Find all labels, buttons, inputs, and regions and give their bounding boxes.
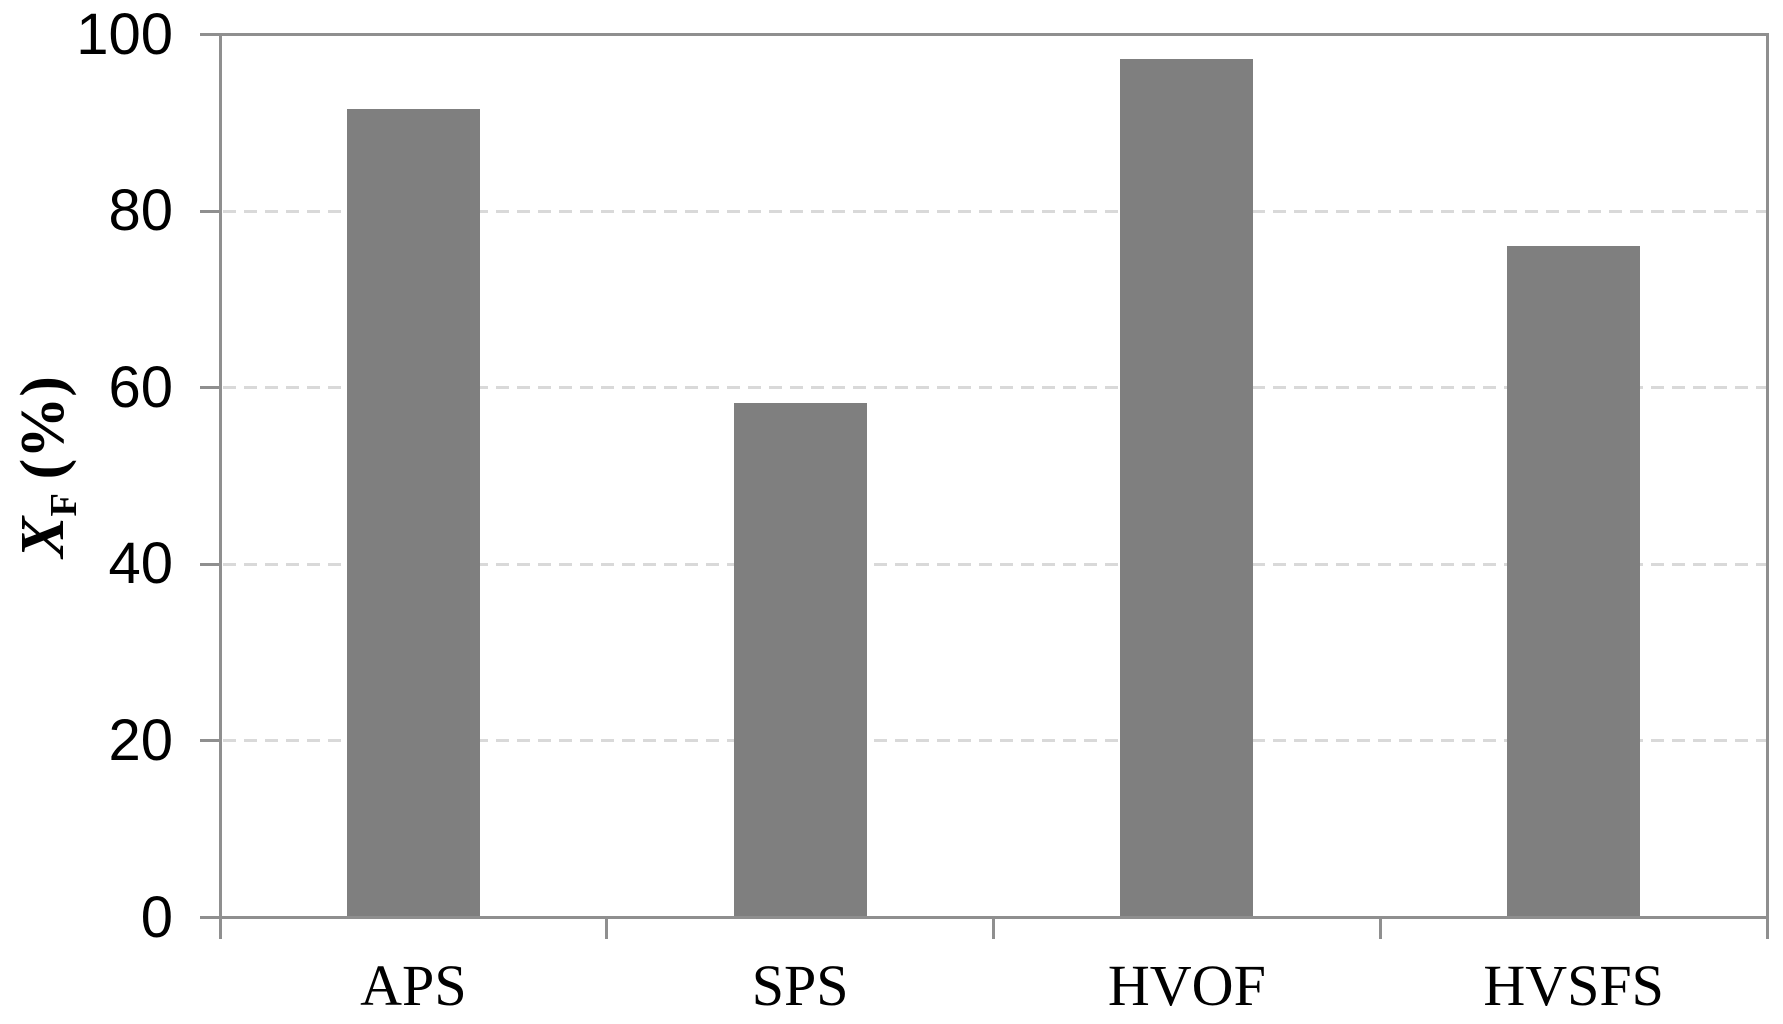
gridline-60 (223, 386, 1767, 390)
y-tick-label-0: 0 (140, 884, 173, 950)
y-axis-title-subscript: F (43, 493, 86, 517)
gridline-80 (223, 209, 1767, 213)
x-tick-4 (1765, 916, 1769, 939)
y-tick-20 (199, 739, 219, 743)
bar-hvof (1120, 59, 1254, 916)
bar-sps (733, 402, 867, 916)
x-axis-label-hvsfs: HVSFS (1483, 952, 1664, 1018)
bar-aps (346, 108, 480, 916)
plot-border-right (1765, 33, 1769, 919)
y-tick-0 (199, 916, 219, 919)
y-tick-label-80: 80 (108, 178, 173, 244)
y-tick-80 (199, 209, 219, 213)
y-axis-line (218, 33, 222, 919)
gridline-40 (223, 562, 1767, 566)
x-axis-line (199, 916, 1769, 919)
gridline-20 (223, 739, 1767, 743)
x-tick-1 (605, 916, 609, 939)
x-axis-label-aps: APS (360, 952, 467, 1018)
y-tick-label-40: 40 (108, 531, 173, 597)
x-axis-label-hvof: HVOF (1107, 952, 1266, 1018)
y-tick-label-60: 60 (108, 354, 173, 420)
x-tick-0 (218, 916, 222, 939)
y-tick-40 (199, 562, 219, 566)
y-tick-60 (199, 386, 219, 390)
x-tick-2 (992, 916, 995, 939)
y-tick-label-20: 20 (108, 707, 173, 773)
x-tick-3 (1378, 916, 1382, 939)
plot-border-top (218, 33, 1769, 36)
y-tick-label-100: 100 (76, 1, 173, 67)
bar-hvsfs (1507, 245, 1641, 916)
x-axis-label-sps: SPS (751, 952, 849, 1018)
y-tick-100 (199, 33, 219, 36)
